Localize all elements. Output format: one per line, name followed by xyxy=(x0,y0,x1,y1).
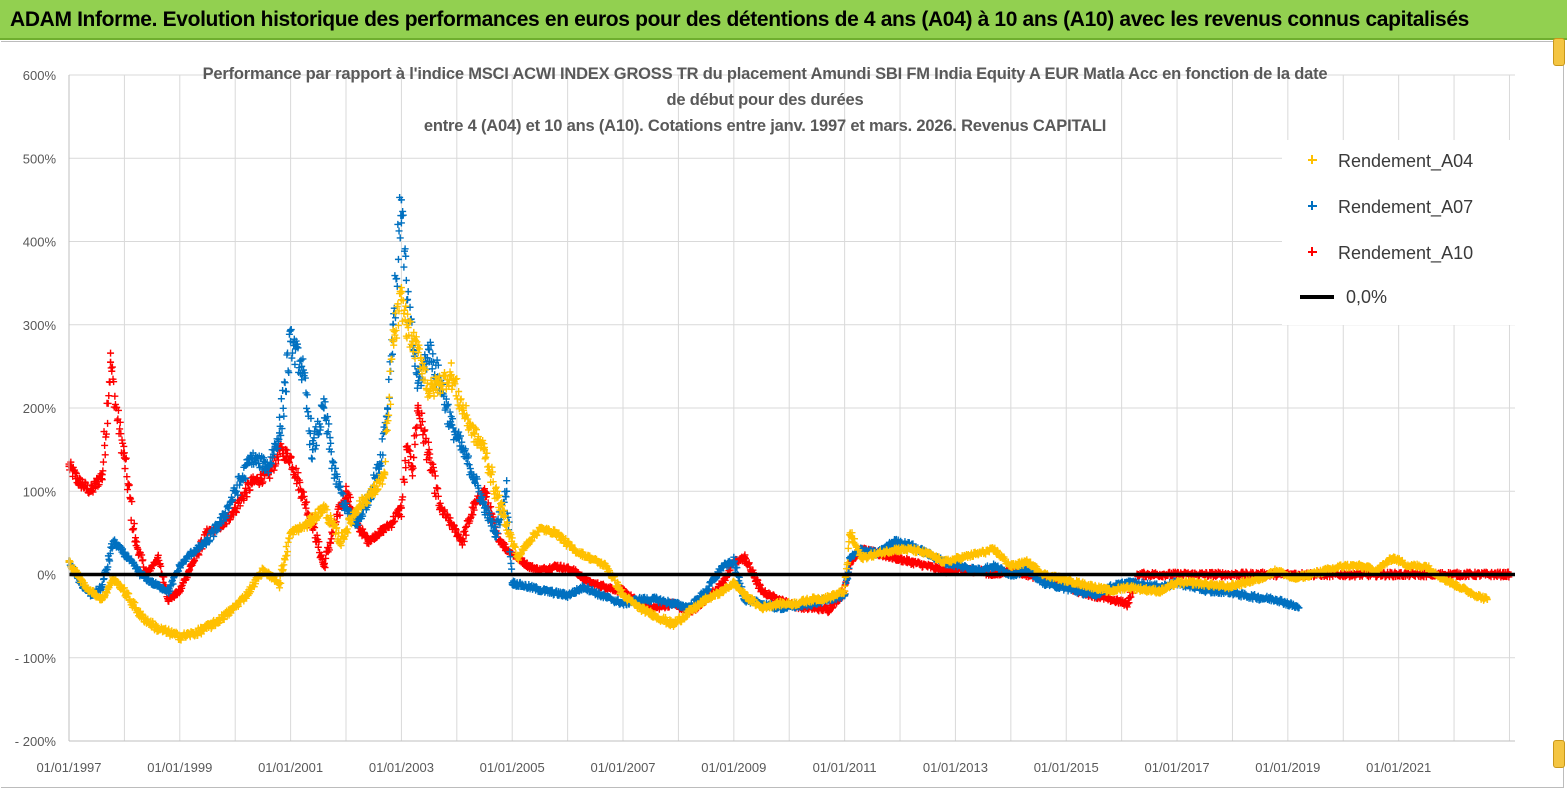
legend-item-zero: 0,0% xyxy=(1300,282,1387,312)
x-tick-label: 01/01/2005 xyxy=(480,760,545,775)
series-points xyxy=(65,193,1302,614)
legend-item-a04: Rendement_A04 xyxy=(1300,146,1473,176)
y-tick-label: 600% xyxy=(23,68,57,83)
plus-marker-icon xyxy=(1300,194,1326,220)
chart-title-line-1: Performance par rapport à l'indice MSCI … xyxy=(202,65,1328,83)
legend-label-a04: Rendement_A04 xyxy=(1338,150,1474,171)
series-Rendement_A07 xyxy=(65,193,1303,614)
resize-handle-top-right[interactable] xyxy=(1553,38,1565,66)
axes: 600% 500% 400% 300% 200% 100% 0% - 100% - 200% 01… xyxy=(15,68,1515,775)
x-tick-label: 01/01/2019 xyxy=(1255,760,1320,775)
x-tick-label: 01/01/2021 xyxy=(1366,760,1431,775)
chart-title-line-3: entre 4 (A04) et 10 ans (A10). Cotations… xyxy=(423,117,1107,135)
x-tick-label: 01/01/2007 xyxy=(590,760,655,775)
chart-legend: Rendement_A04 Rendement_A07 Rendement_A1… xyxy=(1282,140,1522,325)
x-tick-label: 01/01/2003 xyxy=(369,760,434,775)
resize-handle-bottom-right[interactable] xyxy=(1553,740,1565,768)
chart-frame xyxy=(1,41,1564,788)
y-tick-label: 100% xyxy=(23,484,57,499)
y-tick-label: 500% xyxy=(23,151,57,166)
series-anchor-points xyxy=(65,196,1303,612)
x-tick-label: 01/01/1999 xyxy=(147,760,212,775)
x-tick-label: 01/01/2013 xyxy=(923,760,988,775)
x-tick-label: 01/01/1997 xyxy=(36,760,101,775)
line-marker-icon xyxy=(1300,284,1334,310)
legend-label-zero: 0,0% xyxy=(1346,286,1388,307)
banner-title: ADAM Informe. Evolution historique des p… xyxy=(10,8,1470,31)
y-tick-label: 300% xyxy=(23,318,57,333)
x-tick-label: 01/01/2011 xyxy=(813,760,877,775)
plus-marker-icon xyxy=(1300,240,1326,266)
chart-title-line-2: de début pour des durées xyxy=(666,91,864,109)
legend-item-a10: Rendement_A10 xyxy=(1300,238,1473,268)
header-banner: ADAM Informe. Evolution historique des p… xyxy=(0,0,1567,40)
x-tick-label: 01/01/2009 xyxy=(701,760,766,775)
legend-item-a07: Rendement_A07 xyxy=(1300,192,1473,222)
x-tick-label: 01/01/2001 xyxy=(258,760,323,775)
series-fill-points xyxy=(65,193,1302,614)
chart-title: Performance par rapport à l'indice MSCI … xyxy=(150,61,1380,139)
legend-label-a07: Rendement_A07 xyxy=(1338,196,1474,217)
plus-marker-icon xyxy=(1300,148,1326,174)
y-tick-label: 200% xyxy=(23,401,57,416)
y-tick-label: - 100% xyxy=(15,651,57,666)
x-tick-label: 01/01/2015 xyxy=(1034,760,1099,775)
data-series xyxy=(65,193,1513,644)
legend-label-a10: Rendement_A10 xyxy=(1338,242,1474,263)
y-tick-label: 0% xyxy=(37,568,56,583)
series-Rendement_A04 xyxy=(65,284,1491,644)
x-tick-label: 01/01/2017 xyxy=(1145,760,1210,775)
grid-lines xyxy=(68,74,1515,742)
y-tick-label: - 200% xyxy=(15,734,57,749)
y-tick-label: 400% xyxy=(23,235,57,250)
